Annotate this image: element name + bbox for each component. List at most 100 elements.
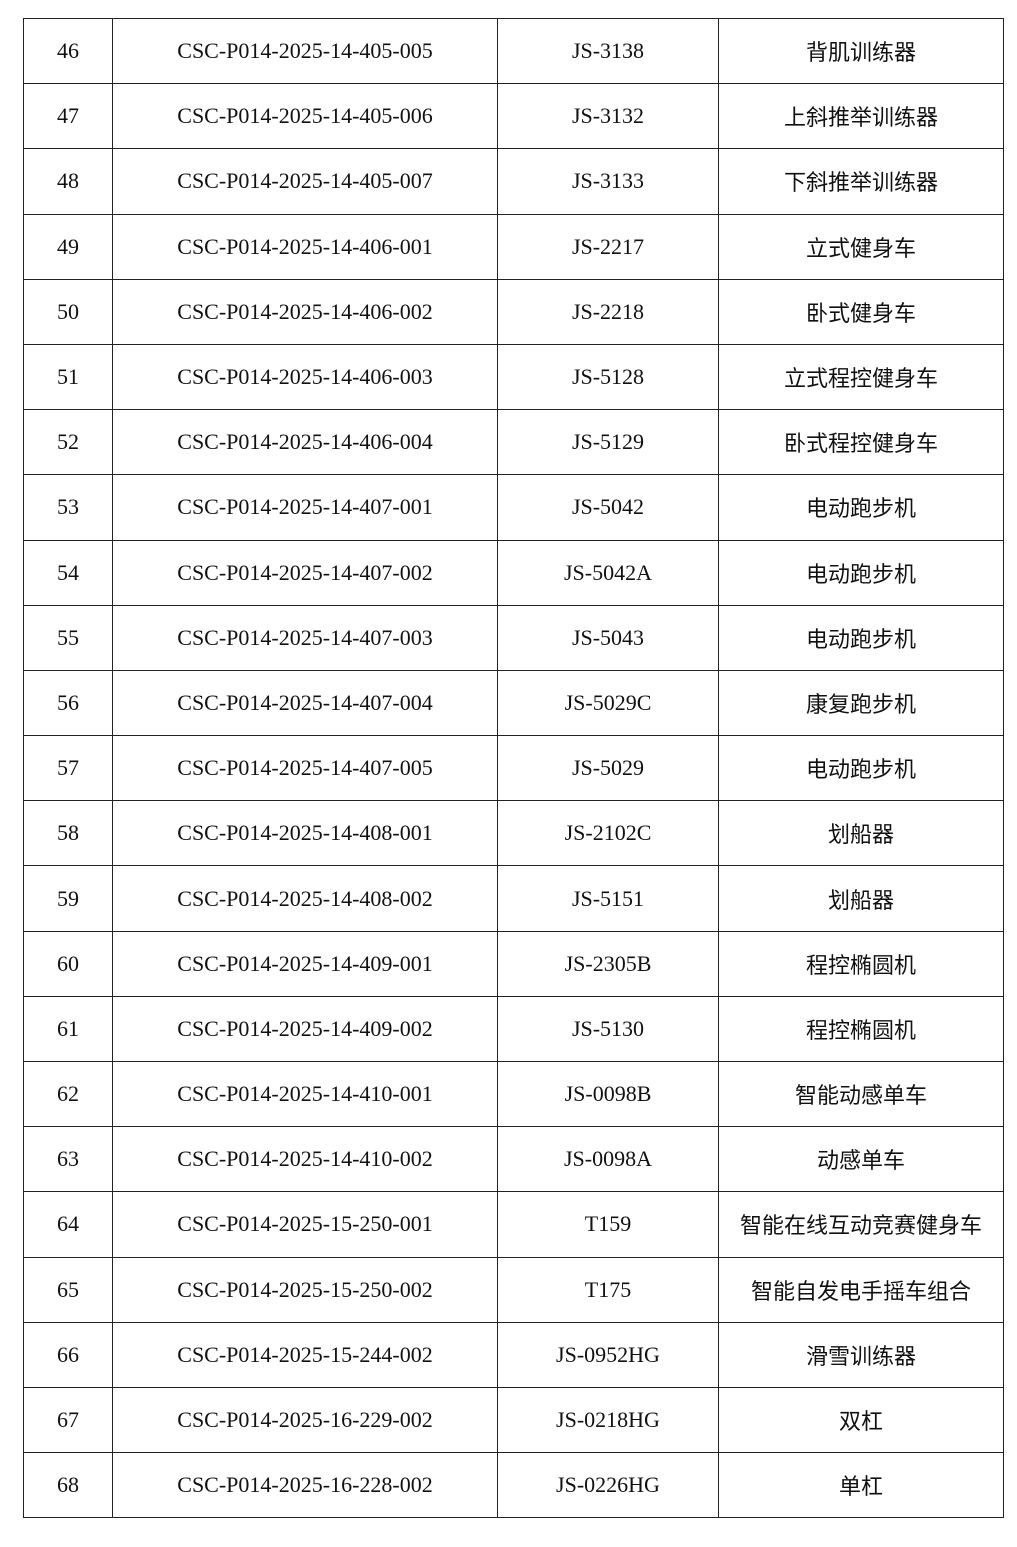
model: JS-5151 (497, 865, 719, 932)
row-number: 58 (23, 800, 113, 867)
model: T159 (497, 1191, 719, 1258)
table-row: 52 CSC-P014-2025-14-406-004 JS-5129 卧式程控健身车 (23, 409, 1004, 476)
table-row: 66 CSC-P014-2025-15-244-002 JS-0952HG 滑雪训练器 (23, 1321, 1004, 1388)
table-body: 46 CSC-P014-2025-14-405-005 JS-3138 背肌训练器 47… (23, 17, 1004, 1519)
product-name: 滑雪训练器 (718, 1321, 1004, 1388)
row-number: 53 (23, 474, 113, 541)
table-row: 51 CSC-P014-2025-14-406-003 JS-5128 立式程控健身车 (23, 343, 1004, 411)
certificate-code: CSC-P014-2025-14-408-001 (112, 800, 498, 867)
table-row: 64 CSC-P014-2025-15-250-001 T159 智能在线互动竞赛健身… (23, 1191, 1004, 1258)
row-number: 54 (23, 539, 113, 606)
row-number: 47 (23, 83, 113, 150)
product-name: 划船器 (718, 865, 1004, 932)
certificate-code: CSC-P014-2025-14-407-001 (112, 474, 498, 541)
model: JS-5042 (497, 474, 719, 541)
certificate-code: CSC-P014-2025-15-250-001 (112, 1191, 498, 1258)
certificate-code: CSC-P014-2025-14-407-005 (112, 735, 498, 802)
table-row: 50 CSC-P014-2025-14-406-002 JS-2218 卧式健身车 (23, 278, 1004, 345)
model: JS-2217 (497, 213, 719, 280)
product-name: 双杠 (718, 1386, 1004, 1454)
table-row: 49 CSC-P014-2025-14-406-001 JS-2217 立式健身车 (23, 213, 1004, 280)
product-name: 划船器 (718, 800, 1004, 867)
certificate-code: CSC-P014-2025-14-407-003 (112, 604, 498, 671)
certificate-code: CSC-P014-2025-14-406-002 (112, 278, 498, 345)
row-number: 48 (23, 148, 113, 215)
model: JS-5043 (497, 604, 719, 671)
table-row: 55 CSC-P014-2025-14-407-003 JS-5043 电动跑步机 (23, 604, 1004, 671)
product-name: 智能在线互动竞赛健身车 (718, 1191, 1004, 1258)
model: JS-2305B (497, 930, 719, 997)
certificate-code: CSC-P014-2025-16-228-002 (112, 1452, 498, 1519)
certificate-code: CSC-P014-2025-14-409-002 (112, 995, 498, 1063)
row-number: 51 (23, 343, 113, 411)
table-row: 67 CSC-P014-2025-16-229-002 JS-0218HG 双杠 (23, 1386, 1004, 1454)
table-row: 53 CSC-P014-2025-14-407-001 JS-5042 电动跑步机 (23, 474, 1004, 541)
product-name: 立式健身车 (718, 213, 1004, 280)
row-number: 64 (23, 1191, 113, 1258)
model: JS-0226HG (497, 1452, 719, 1519)
certificate-code: CSC-P014-2025-14-408-002 (112, 865, 498, 932)
model: JS-3133 (497, 148, 719, 215)
certificate-code: CSC-P014-2025-14-406-003 (112, 343, 498, 411)
model: JS-5128 (497, 343, 719, 411)
product-name: 上斜推举训练器 (718, 83, 1004, 150)
row-number: 59 (23, 865, 113, 932)
product-name: 电动跑步机 (718, 604, 1004, 671)
model: JS-5130 (497, 995, 719, 1063)
product-name: 单杠 (718, 1452, 1004, 1519)
row-number: 65 (23, 1256, 113, 1323)
product-name: 卧式健身车 (718, 278, 1004, 345)
certificate-code: CSC-P014-2025-15-244-002 (112, 1321, 498, 1388)
row-number: 57 (23, 735, 113, 802)
product-name: 康复跑步机 (718, 669, 1004, 737)
model: JS-0098A (497, 1126, 719, 1193)
table-row: 58 CSC-P014-2025-14-408-001 JS-2102C 划船器 (23, 800, 1004, 867)
product-name: 背肌训练器 (718, 17, 1004, 85)
certificate-code: CSC-P014-2025-14-406-004 (112, 409, 498, 476)
model: JS-5029C (497, 669, 719, 737)
model: JS-0098B (497, 1060, 719, 1128)
table-row: 46 CSC-P014-2025-14-405-005 JS-3138 背肌训练器 (23, 17, 1004, 85)
product-name: 智能自发电手摇车组合 (718, 1256, 1004, 1323)
model: JS-5029 (497, 735, 719, 802)
table-row: 57 CSC-P014-2025-14-407-005 JS-5029 电动跑步机 (23, 735, 1004, 802)
table-row: 62 CSC-P014-2025-14-410-001 JS-0098B 智能动感单车 (23, 1060, 1004, 1128)
row-number: 62 (23, 1060, 113, 1128)
product-name: 卧式程控健身车 (718, 409, 1004, 476)
row-number: 60 (23, 930, 113, 997)
row-number: 55 (23, 604, 113, 671)
table-row: 59 CSC-P014-2025-14-408-002 JS-5151 划船器 (23, 865, 1004, 932)
model: JS-5129 (497, 409, 719, 476)
row-number: 68 (23, 1452, 113, 1519)
row-number: 56 (23, 669, 113, 737)
certificate-code: CSC-P014-2025-14-405-005 (112, 17, 498, 85)
certificate-code: CSC-P014-2025-16-229-002 (112, 1386, 498, 1454)
product-name: 电动跑步机 (718, 735, 1004, 802)
product-name: 电动跑步机 (718, 474, 1004, 541)
model: JS-3132 (497, 83, 719, 150)
model: JS-2102C (497, 800, 719, 867)
model: JS-5042A (497, 539, 719, 606)
product-name: 程控椭圆机 (718, 930, 1004, 997)
product-name: 立式程控健身车 (718, 343, 1004, 411)
row-number: 66 (23, 1321, 113, 1388)
model: JS-2218 (497, 278, 719, 345)
product-name: 程控椭圆机 (718, 995, 1004, 1063)
certificate-code: CSC-P014-2025-14-410-002 (112, 1126, 498, 1193)
table-row: 60 CSC-P014-2025-14-409-001 JS-2305B 程控椭圆机 (23, 930, 1004, 997)
table-row: 47 CSC-P014-2025-14-405-006 JS-3132 上斜推举训练器 (23, 83, 1004, 150)
model: JS-0952HG (497, 1321, 719, 1388)
table-row: 56 CSC-P014-2025-14-407-004 JS-5029C 康复跑步机 (23, 669, 1004, 737)
certificate-code: CSC-P014-2025-14-407-002 (112, 539, 498, 606)
row-number: 52 (23, 409, 113, 476)
table-row: 48 CSC-P014-2025-14-405-007 JS-3133 下斜推举训练器 (23, 148, 1004, 215)
model: JS-3138 (497, 17, 719, 85)
table-row: 63 CSC-P014-2025-14-410-002 JS-0098A 动感单车 (23, 1126, 1004, 1193)
row-number: 46 (23, 17, 113, 85)
model: JS-0218HG (497, 1386, 719, 1454)
table-row: 61 CSC-P014-2025-14-409-002 JS-5130 程控椭圆机 (23, 995, 1004, 1063)
certificate-code: CSC-P014-2025-14-406-001 (112, 213, 498, 280)
product-name: 智能动感单车 (718, 1060, 1004, 1128)
product-name: 电动跑步机 (718, 539, 1004, 606)
